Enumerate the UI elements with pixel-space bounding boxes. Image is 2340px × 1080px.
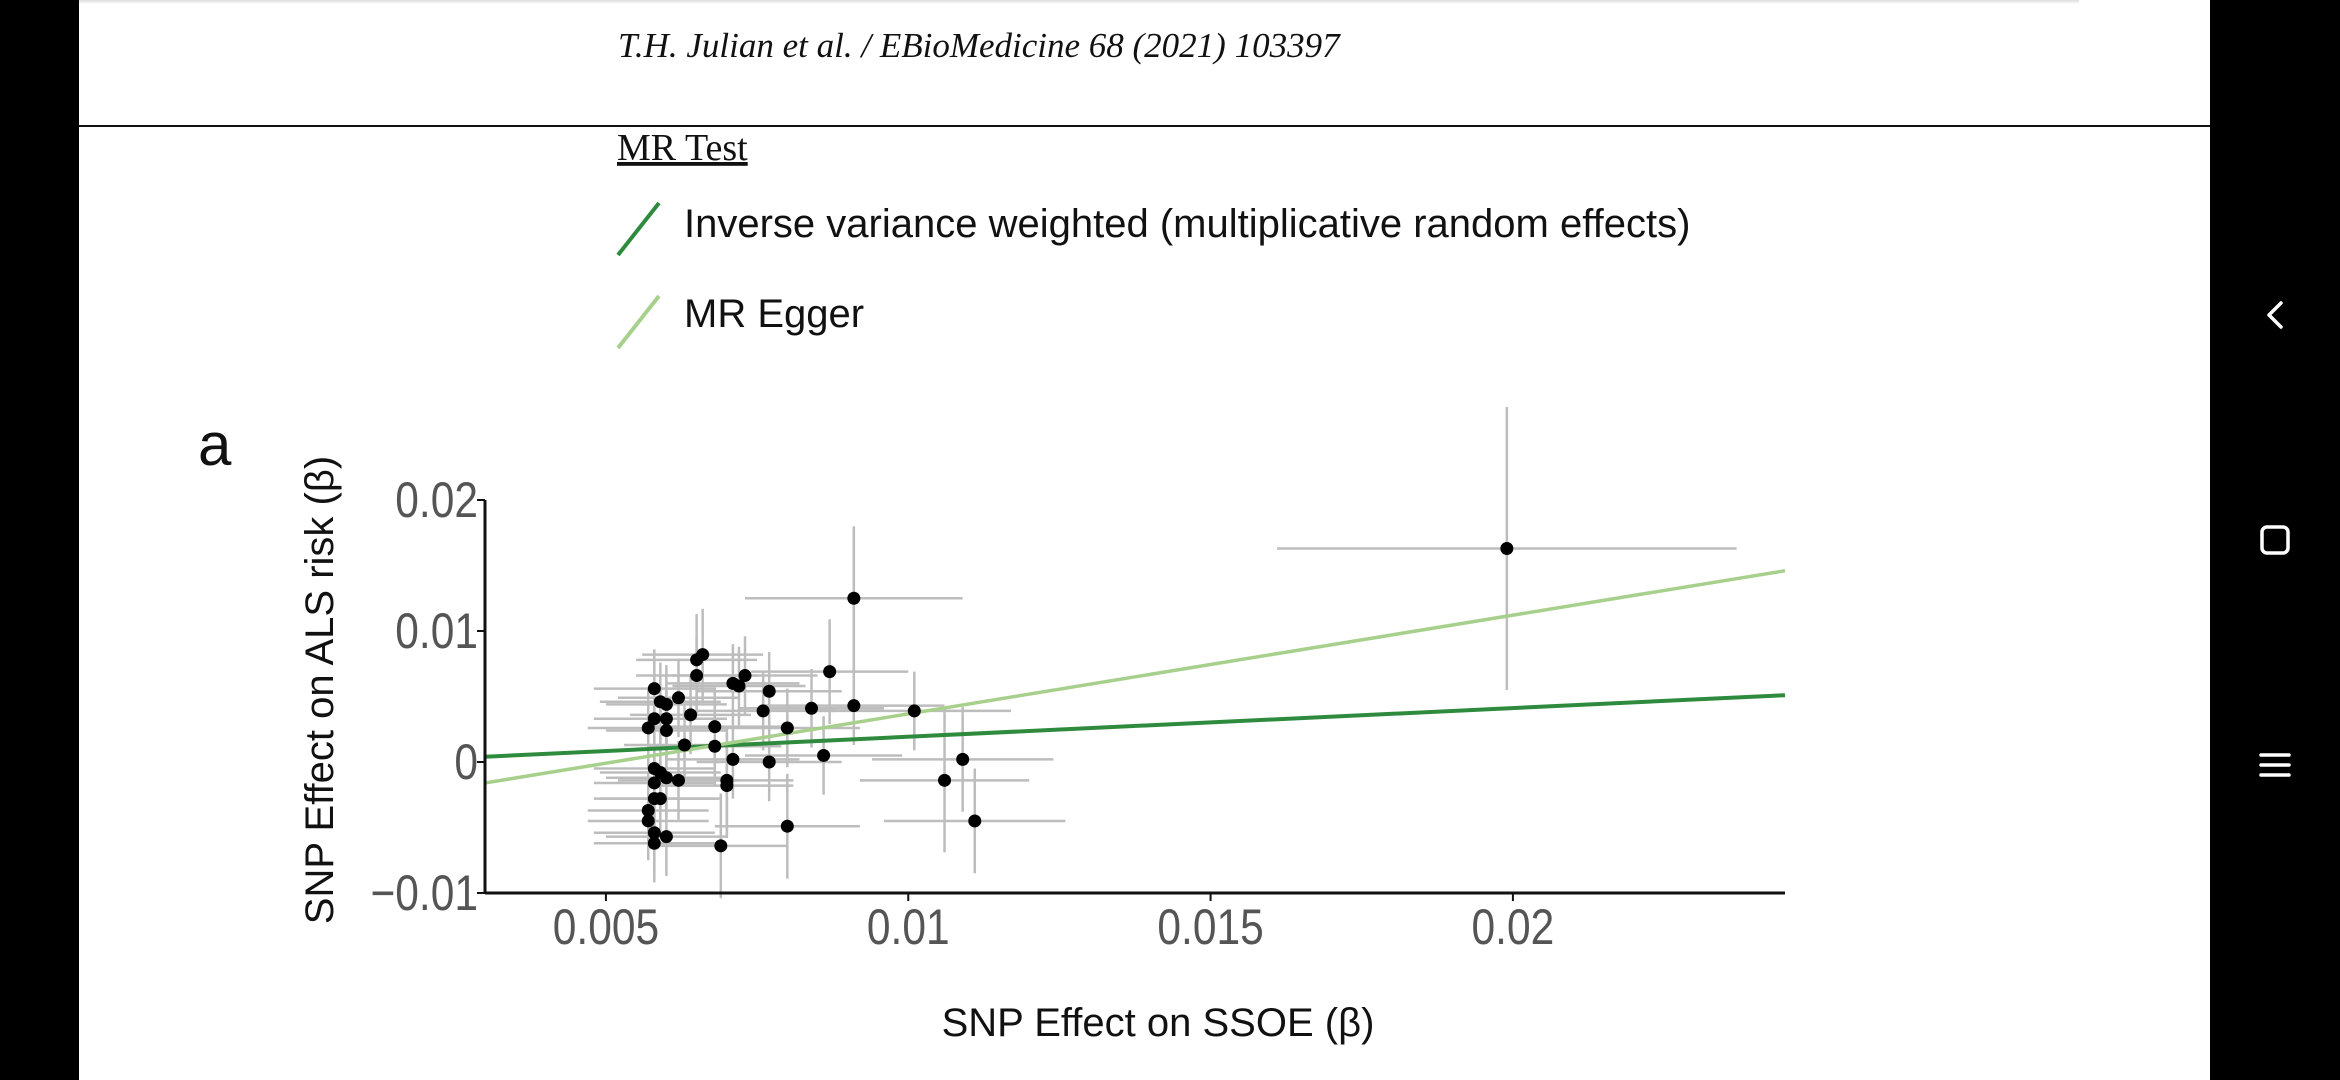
data-point-9 [817,748,831,762]
data-point-5 [938,773,952,787]
panel-label: a [198,411,232,478]
data-point-6 [956,752,970,766]
data-point-10 [780,721,794,735]
data-point-12 [762,684,776,698]
legend-swatch-egger [616,294,661,350]
back-button[interactable] [2210,245,2340,385]
page-top-shadow [79,0,2079,4]
axis-labels: SNP Effect on SSOE (β) SNP Effect on ALS… [198,411,1374,1045]
data-point-39 [647,712,661,726]
data-point-15 [738,669,752,683]
data-point-11 [780,819,794,833]
data-point-20 [726,752,740,766]
data-point-22 [708,720,722,734]
axes [483,500,1785,895]
data-point-7 [968,814,982,828]
document-page: T.H. Julian et al. / EBioMedicine 68 (20… [79,0,2210,1080]
recent-apps-icon [2259,753,2291,777]
data-point-14 [762,755,776,769]
x-tick-label-3: 0.02 [1472,899,1555,955]
y-tick-label-3: 0.02 [395,472,478,528]
data-point-38 [647,682,661,696]
data-point-34 [653,695,667,709]
egger-regression-line [484,569,1786,785]
data-point-44 [641,803,655,817]
data-point-29 [671,691,685,705]
data-point-48 [653,792,667,806]
data-point-41 [647,762,661,776]
data-point-4 [907,704,921,718]
data-point-33 [659,724,673,738]
data-point-0 [1500,541,1514,555]
data-point-42 [647,776,661,790]
data-point-28 [678,738,692,752]
x-tick-label-1: 0.01 [867,899,950,955]
home-button[interactable] [2210,470,2340,610]
data-point-27 [684,708,698,722]
legend-entry-egger: MR Egger [684,292,864,336]
data-point-21 [714,839,728,853]
error-bars [587,406,1737,899]
recent-apps-button[interactable] [2210,695,2340,835]
data-point-3 [847,699,861,713]
data-points [641,541,1514,853]
y-axis-label: SNP Effect on ALS risk (β) [298,456,342,924]
tick-labels: 0.005 0.01 0.015 0.02 −0.01 0 0.01 0.02 [370,472,1554,955]
data-point-8 [805,701,819,715]
data-point-13 [756,704,770,718]
data-point-30 [671,773,685,787]
data-point-23 [708,739,722,753]
data-point-32 [659,712,673,726]
data-point-40 [641,721,655,735]
data-point-45 [641,814,655,828]
y-tick-label-1: 0 [454,734,478,790]
data-point-26 [690,669,704,683]
regression-lines [484,569,1786,785]
legend: MR Test Inverse variance weighted (multi… [616,127,1690,350]
data-point-37 [659,830,673,844]
x-tick-label-2: 0.015 [1157,899,1263,955]
x-axis-label: SNP Effect on SSOE (β) [942,1001,1375,1045]
scatter-chart: 0.005 0.01 0.015 0.02 −0.01 0 0.01 0.02 SNP Eff… [198,127,1786,1045]
legend-title: MR Test [617,127,748,169]
legend-entry-ivw: Inverse variance weighted (multiplicativ… [684,202,1690,246]
data-point-19 [720,779,734,793]
y-tick-label-2: 0.01 [395,603,478,659]
data-point-25 [690,653,704,667]
data-point-17 [726,676,740,690]
data-point-46 [647,826,661,840]
data-point-47 [647,836,661,850]
header-rule [79,125,2210,127]
navigation-bar [2210,0,2340,1080]
x-tick-label-0: 0.005 [553,899,659,955]
data-point-1 [847,591,861,605]
home-square-icon [2260,525,2290,555]
running-head: T.H. Julian et al. / EBioMedicine 68 (20… [618,26,1340,65]
data-point-2 [823,665,837,679]
y-tick-label-0: −0.01 [370,865,478,921]
back-chevron-icon [2267,301,2283,329]
legend-swatch-ivw [616,201,661,257]
